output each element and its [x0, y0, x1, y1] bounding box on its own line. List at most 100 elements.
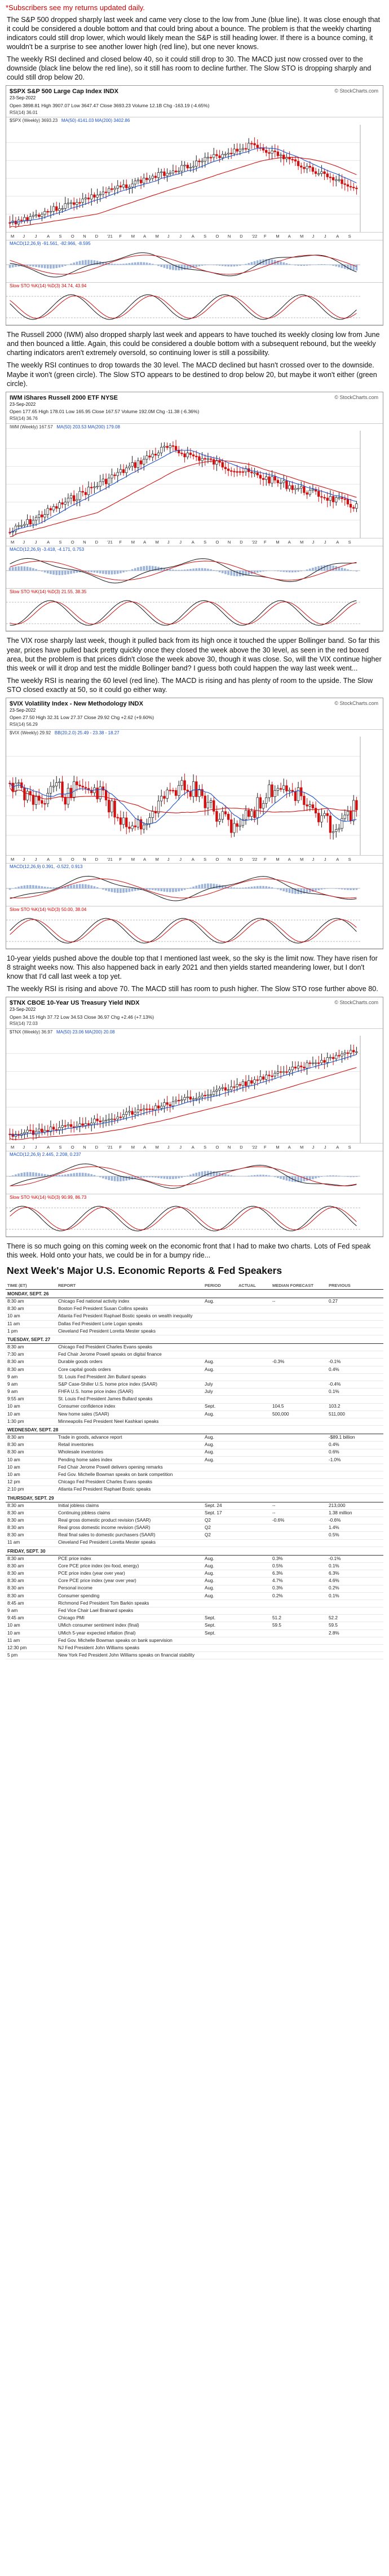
calendar-cell: Core PCE price index (ex-food, energy) [56, 1562, 203, 1571]
candle-body [169, 172, 171, 174]
calendar-cell: FHFA U.S. home price index (SAAR) [56, 1388, 203, 1396]
candle-body [303, 167, 306, 169]
calendar-row: 8:30 am Durable goods orders Aug. -0.3% -0.1… [6, 1358, 383, 1366]
macd-histogram-bar [335, 1175, 338, 1177]
macd-histogram-bar [178, 570, 180, 571]
candle-body [125, 817, 128, 827]
calendar-cell: 8:30 am [6, 1449, 56, 1457]
candle-body [49, 508, 52, 511]
calendar-cell [203, 1478, 237, 1487]
macd-histogram-bar [268, 886, 271, 889]
chart-symbol: IWM iShares Russell 2000 ETF NYSE [10, 394, 118, 401]
macd-histogram-bar [113, 888, 116, 893]
calendar-cell: -0.4% [327, 1381, 383, 1389]
macd-histogram-bar [213, 1171, 215, 1177]
calendar-cell: Core PCE price index (year over year) [56, 1577, 203, 1585]
macd-histogram-bar [186, 1175, 189, 1177]
calendar-cell [237, 1434, 271, 1442]
candle-body [61, 502, 64, 505]
candle-body [113, 474, 116, 476]
calendar-cell: 0.5% [271, 1562, 327, 1571]
macd-histogram-bar [253, 261, 256, 265]
candle-body [355, 187, 358, 189]
candle-body [206, 1094, 210, 1097]
candle-body [23, 524, 26, 526]
candle-body [352, 1050, 355, 1053]
chart-rsi-label: RSI(14) 56.29 [10, 722, 38, 728]
macd-histogram-bar [58, 264, 61, 268]
macd-histogram-bar [134, 888, 136, 891]
candle-body [29, 519, 32, 525]
month-tick: '21 [107, 539, 113, 545]
macd-histogram-bar [294, 1176, 297, 1182]
calendar-cell: 0.1% [327, 1388, 383, 1396]
candle-body [276, 1071, 280, 1074]
macd-histogram-bar [210, 1171, 212, 1177]
candle-body [303, 486, 306, 493]
macd-histogram-bar [166, 264, 169, 269]
macd-histogram-bar [259, 1175, 262, 1177]
candle-body [236, 1084, 238, 1088]
sto-panel [6, 595, 383, 632]
calendar-cell: July [203, 1388, 237, 1396]
macd-histogram-bar [172, 888, 174, 892]
macd-histogram-bar [35, 1172, 37, 1177]
chart-header: IWM iShares Russell 2000 ETF NYSE 23-Sep… [6, 392, 383, 424]
candle-body [145, 455, 148, 460]
candle-body [178, 170, 180, 172]
candle-body [151, 454, 154, 458]
calendar-cell: 8:30 am [6, 1585, 56, 1593]
candle-body [331, 496, 335, 502]
candle-body [148, 817, 151, 825]
calendar-row: 8:30 am Boston Fed President Susan Collin… [6, 1305, 383, 1313]
candle-body [341, 1054, 343, 1057]
macd-histogram-bar [256, 260, 259, 265]
macd-label: MACD(12,26,9) 2.445, 2.208, 0.237 [10, 1152, 81, 1158]
calendar-cell [203, 1351, 237, 1359]
calendar-cell [237, 1622, 271, 1630]
macd-histogram-bar [105, 262, 107, 265]
macd-histogram-bar [273, 1176, 276, 1177]
macd-histogram-bar [341, 264, 343, 268]
candle-body [87, 487, 90, 495]
calendar-cell: Sept. 17 [203, 1509, 237, 1518]
candle-body [288, 485, 291, 489]
calendar-row: 8:30 am Wholesale inventories Aug. 0.6% [6, 1449, 383, 1457]
macd-histogram-bar [280, 888, 282, 890]
calendar-cell [203, 1600, 237, 1608]
candle-body [241, 471, 245, 473]
macd-histogram-bar [236, 264, 238, 266]
macd-histogram-bar [169, 569, 171, 571]
candle-body [198, 1097, 201, 1099]
month-tick: F [263, 857, 267, 862]
candle-body [125, 467, 128, 473]
macd-histogram-bar [87, 884, 90, 889]
month-tick: M [300, 1145, 304, 1150]
month-tick: J [324, 233, 326, 239]
candle-body [108, 800, 110, 813]
candle-body [224, 154, 227, 155]
macd-histogram-bar [204, 883, 206, 889]
candle-body [288, 157, 291, 159]
calendar-cell: 1 pm [6, 1328, 56, 1336]
macd-histogram-bar [352, 888, 355, 890]
month-tick: M [276, 1145, 280, 1150]
chart-date: 23-Sep-2022 [10, 95, 36, 101]
vix-chart: $VIX Volatility Index - New Methodology … [6, 698, 383, 949]
candle-body [174, 446, 178, 450]
calendar-cell: Aug. [203, 1592, 237, 1600]
candle-body [26, 1130, 29, 1133]
macd-histogram-bar [8, 1176, 11, 1177]
month-tick: J [167, 539, 170, 545]
calendar-cell [203, 1651, 237, 1660]
calendar-row: 10 am Fed Gov. Michelle Bowman speaks on … [6, 1471, 383, 1479]
calendar-cell: -0.3% [271, 1358, 327, 1366]
calendar-cell: Fed Vice Chair Lael Brainard speaks [56, 1607, 203, 1615]
candle-body [352, 186, 355, 188]
calendar-cell [237, 1644, 271, 1653]
chart-header: $VIX Volatility Index - New Methodology … [6, 698, 383, 730]
calendar-cell: Chicago PMI [56, 1614, 203, 1623]
macd-histogram-bar [201, 264, 204, 266]
candle-body [122, 469, 125, 473]
calendar-cell [203, 1637, 237, 1645]
